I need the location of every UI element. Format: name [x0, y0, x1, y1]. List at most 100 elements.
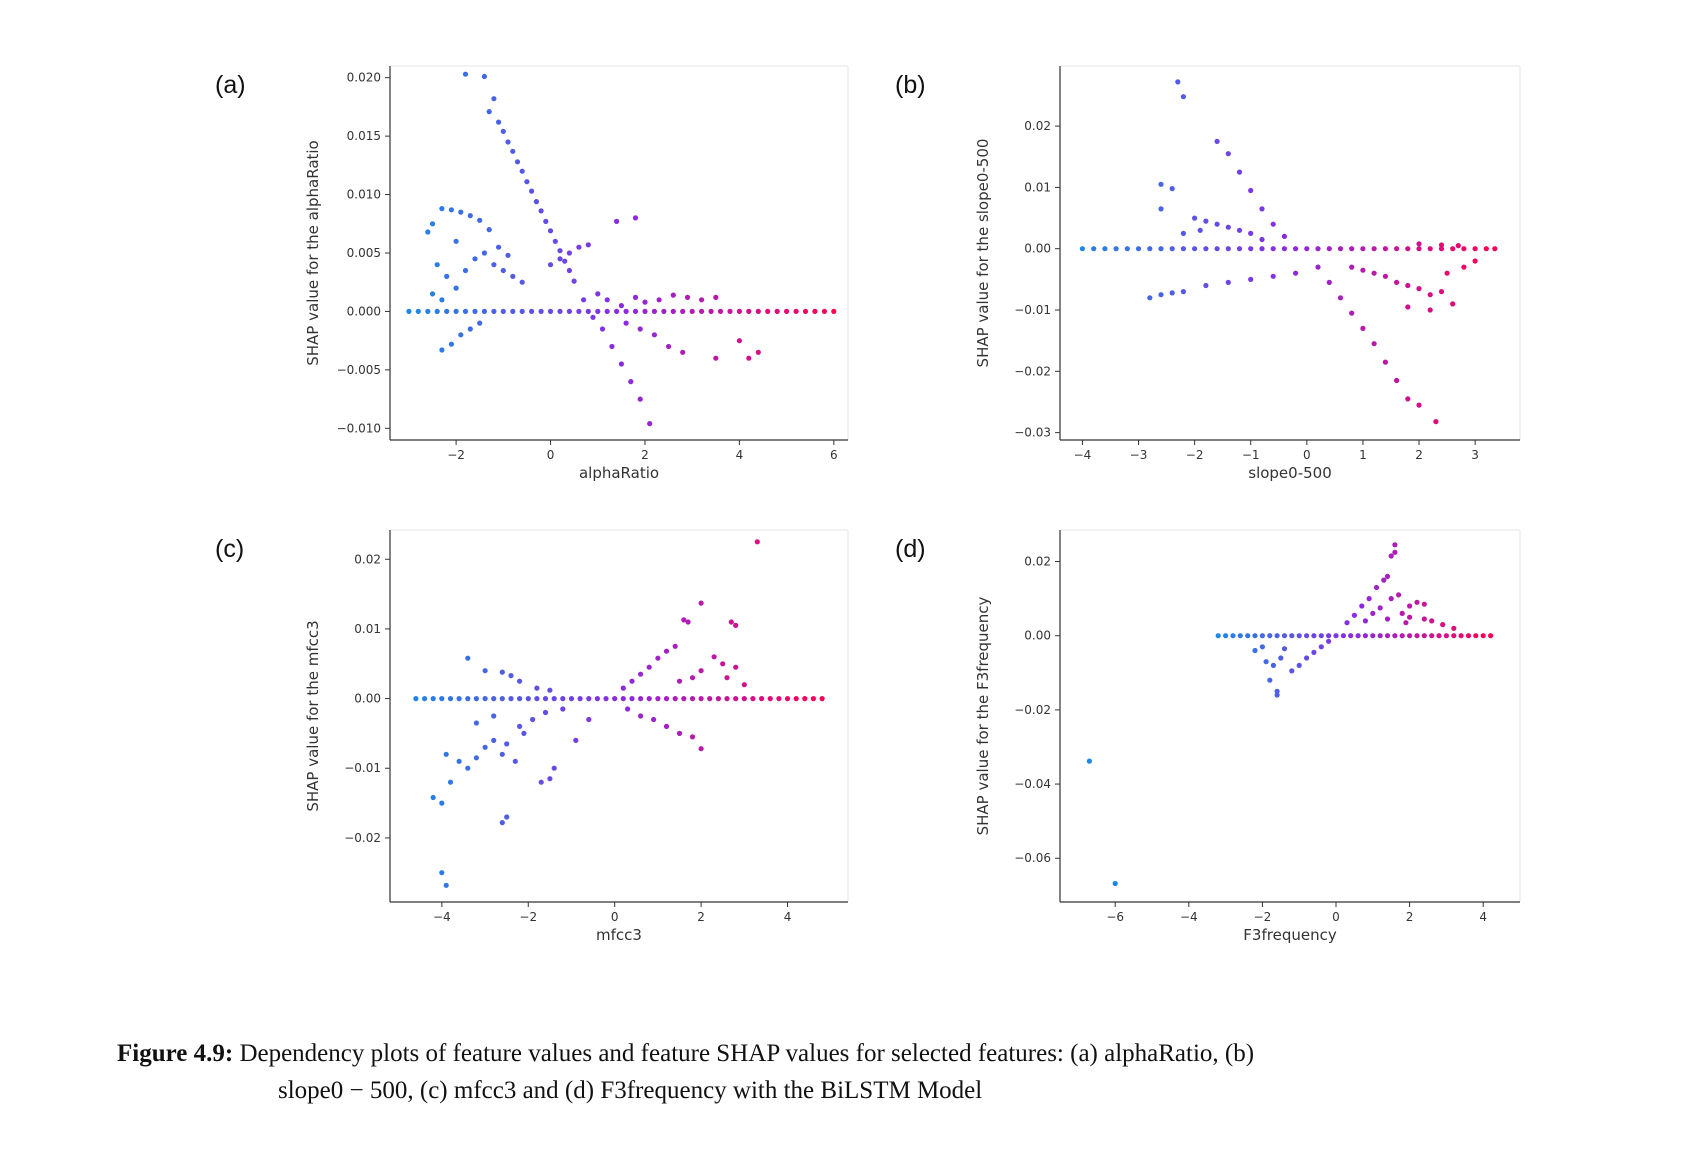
scatter-point: [623, 320, 629, 326]
scatter-point: [1416, 246, 1422, 252]
scatter-point: [1311, 649, 1317, 656]
scatter-point: [1180, 289, 1186, 295]
x-tick-label: 0: [1332, 910, 1340, 924]
scatter-point: [1259, 246, 1265, 252]
scatter-point: [547, 776, 553, 782]
x-tick-label: 0: [547, 448, 555, 462]
scatter-point: [1433, 419, 1439, 425]
scatter-point: [514, 159, 521, 165]
scatter-point: [1223, 633, 1229, 639]
scatter-point: [1259, 633, 1265, 639]
scatter-point: [1366, 596, 1372, 602]
x-tick-label: −2: [519, 910, 537, 924]
scatter-point: [1270, 246, 1276, 252]
panel-label: (a): [215, 71, 246, 99]
scatter-point: [736, 338, 743, 344]
scatter-point: [1236, 227, 1243, 233]
scatter-point: [1465, 633, 1472, 639]
scatter-point: [672, 696, 678, 702]
y-tick-label: −0.06: [1014, 851, 1051, 865]
scatter-point: [458, 332, 464, 338]
scatter-point: [1384, 633, 1391, 639]
scatter-point: [1318, 644, 1324, 650]
scatter-point: [1304, 633, 1310, 639]
y-tick-label: −0.02: [1014, 703, 1051, 717]
scatter-point: [1180, 246, 1186, 252]
y-tick-label: 0.000: [347, 304, 381, 318]
scatter-point: [1388, 553, 1394, 559]
scatter-point: [1382, 273, 1388, 279]
y-tick-label: 0.010: [347, 188, 381, 202]
scatter-point: [552, 238, 558, 244]
scatter-point: [802, 308, 809, 314]
scatter-point: [1351, 612, 1357, 618]
scatter-point: [560, 706, 566, 712]
scatter-point: [1340, 633, 1346, 639]
scatter-point: [1318, 633, 1324, 639]
scatter-point: [524, 179, 530, 185]
scatter-point: [1382, 246, 1388, 252]
scatter-point: [1252, 647, 1258, 654]
scatter-point: [707, 696, 713, 702]
y-tick-label: 0.00: [1024, 629, 1051, 643]
scatter-point: [1451, 633, 1457, 639]
scatter-point: [1274, 688, 1280, 694]
scatter-point: [620, 685, 626, 691]
scatter-point: [1259, 644, 1265, 650]
scatter-point: [599, 326, 606, 332]
scatter-point: [1416, 286, 1422, 292]
scatter-point: [447, 779, 454, 785]
scatter-point: [1326, 633, 1332, 639]
scatter-point: [604, 297, 610, 303]
scatter-point: [821, 308, 828, 314]
scatter-point: [623, 308, 629, 314]
scatter-point: [802, 696, 808, 702]
scatter-point: [638, 696, 644, 702]
scatter-point: [776, 696, 782, 702]
scatter-point: [689, 696, 696, 702]
scatter-point: [1371, 341, 1377, 347]
scatter-point: [1267, 677, 1273, 683]
scatter-point: [1326, 638, 1332, 644]
scatter-point: [1158, 181, 1164, 187]
scatter-point: [609, 343, 615, 350]
scatter-point: [1259, 206, 1265, 212]
scatter-point: [656, 297, 662, 303]
scatter-point: [754, 539, 760, 545]
scatter-point: [1326, 279, 1332, 285]
scatter-point: [1348, 633, 1354, 639]
scatter-point: [439, 800, 445, 806]
scatter-point: [1492, 246, 1498, 252]
scatter-point: [632, 294, 639, 300]
y-tick-label: 0.005: [347, 246, 381, 260]
caption-line-1: Figure 4.9: Dependency plots of feature …: [117, 1040, 1254, 1068]
scatter-point: [699, 297, 705, 303]
scatter-point: [439, 206, 445, 212]
scatter-point: [1407, 633, 1413, 639]
scatter-point: [429, 221, 436, 227]
scatter-point: [1197, 227, 1203, 233]
scatter-point: [1147, 295, 1153, 301]
scatter-point: [529, 188, 535, 194]
x-axis-label: F3frequency: [1243, 926, 1337, 944]
scatter-point: [1274, 692, 1280, 698]
scatter-point: [1175, 79, 1181, 85]
scatter-point: [1333, 633, 1339, 639]
scatter-point: [1270, 221, 1276, 227]
x-tick-label: −2: [447, 448, 465, 462]
scatter-point: [406, 308, 412, 314]
scatter-point: [1392, 633, 1398, 639]
scatter-point: [1388, 596, 1394, 602]
y-tick-label: −0.02: [1014, 364, 1051, 378]
y-tick-label: 0.02: [1024, 555, 1051, 569]
caption-label: Figure 4.9:: [117, 1040, 234, 1067]
scatter-point: [632, 308, 639, 314]
scatter-point: [1267, 633, 1273, 639]
scatter-point: [708, 308, 714, 314]
x-tick-label: −6: [1106, 910, 1124, 924]
scatter-point: [810, 696, 817, 702]
scatter-point: [1158, 292, 1164, 298]
scatter-point: [500, 267, 506, 274]
scatter-point: [429, 291, 436, 297]
scatter-point: [586, 696, 592, 702]
